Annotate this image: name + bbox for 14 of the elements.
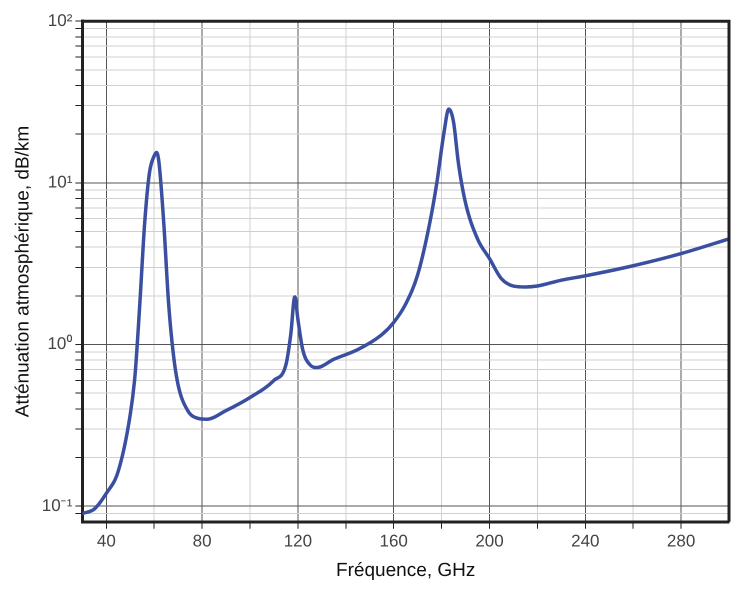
y-tick-label: 10¹ — [48, 172, 73, 192]
x-tick-label: 80 — [192, 532, 212, 551]
x-axis-title: Fréquence, GHz — [336, 560, 476, 581]
x-tick-label: 160 — [380, 532, 408, 551]
y-tick-label: 10² — [48, 10, 73, 30]
x-tick-label: 280 — [666, 532, 696, 551]
x-tick-label: 240 — [571, 532, 600, 551]
x-tick-label: 200 — [475, 532, 504, 551]
x-tick-label: 120 — [284, 532, 312, 551]
y-tick-label: 10⁰ — [47, 334, 72, 354]
y-tick-label: 10⁻¹ — [42, 496, 73, 515]
line-series — [82, 107, 729, 516]
y-axis-title: Atténuation atmosphérique, dB/km — [12, 126, 34, 418]
x-tick-label: 40 — [96, 532, 116, 551]
